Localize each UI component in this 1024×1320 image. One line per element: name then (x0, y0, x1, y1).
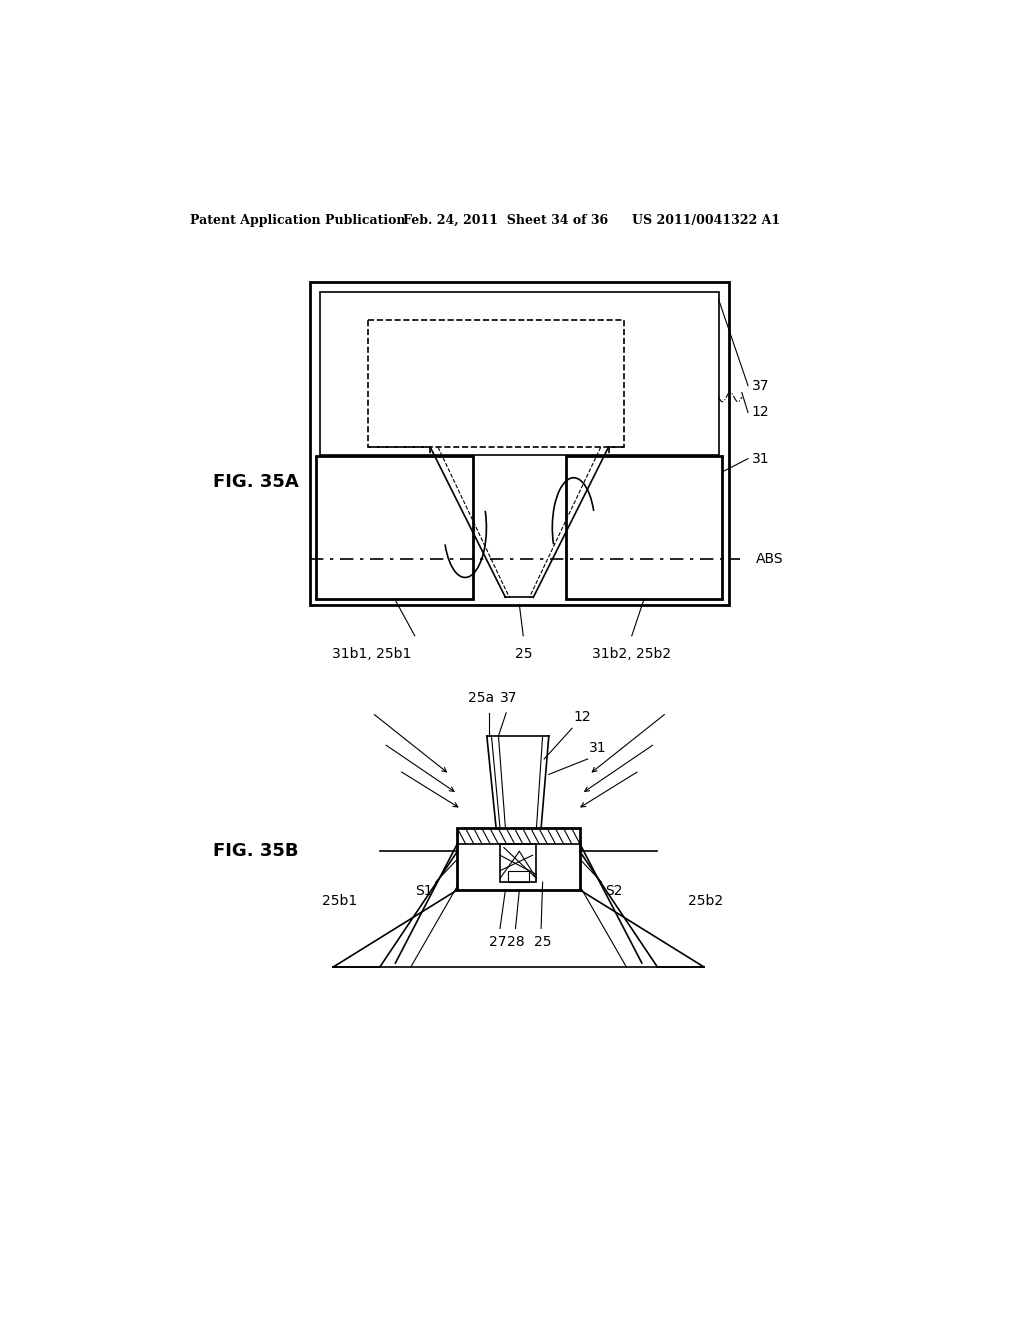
Text: 31: 31 (589, 741, 607, 755)
Bar (369, 321, 624, 447)
Bar (321, 292, 719, 455)
Text: 31b1, 25b1: 31b1, 25b1 (333, 647, 412, 661)
Text: FIG. 35A: FIG. 35A (213, 473, 299, 491)
Text: FIG. 35B: FIG. 35B (213, 842, 299, 861)
Text: S2: S2 (604, 884, 623, 898)
Text: 12: 12 (752, 405, 769, 420)
Text: US 2011/0041322 A1: US 2011/0041322 A1 (632, 214, 780, 227)
Text: 31: 31 (752, 451, 769, 466)
Text: 37: 37 (500, 692, 517, 705)
Text: 25b2: 25b2 (688, 895, 723, 908)
Text: 31b2, 25b2: 31b2, 25b2 (592, 647, 672, 661)
Text: 25b1: 25b1 (322, 895, 357, 908)
Text: Patent Application Publication: Patent Application Publication (190, 214, 406, 227)
Bar (500, 843, 537, 882)
Text: ABS: ABS (756, 552, 783, 566)
Text: S1: S1 (415, 884, 432, 898)
Text: 25: 25 (534, 935, 551, 949)
Bar (310, 281, 729, 605)
Bar (508, 871, 528, 882)
Text: 37: 37 (752, 379, 769, 392)
Text: 27: 27 (488, 935, 507, 949)
Text: 12: 12 (573, 710, 591, 725)
Text: 25a: 25a (468, 692, 494, 705)
Text: 28: 28 (507, 935, 524, 949)
Bar (458, 829, 580, 890)
Bar (566, 457, 722, 599)
Bar (316, 457, 473, 599)
Text: 25: 25 (514, 647, 532, 661)
Text: Feb. 24, 2011  Sheet 34 of 36: Feb. 24, 2011 Sheet 34 of 36 (403, 214, 608, 227)
